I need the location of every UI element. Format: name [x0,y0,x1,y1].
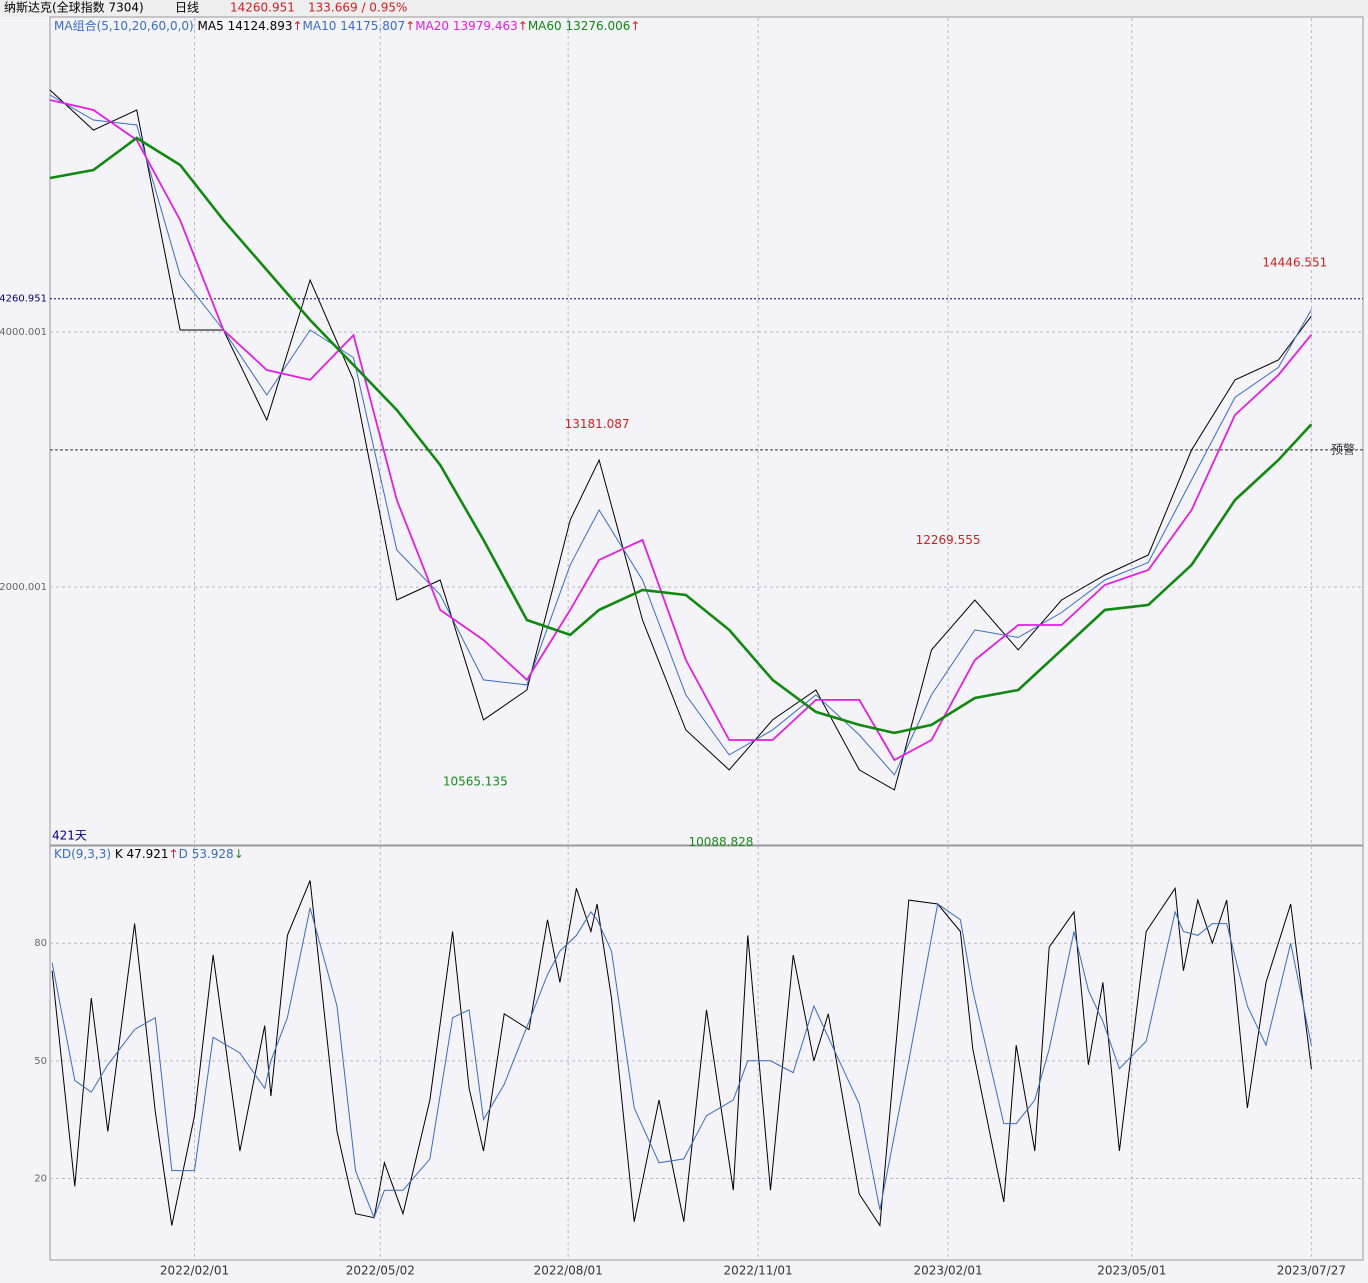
legend-value: 47.921 [127,847,169,861]
extreme-label: 13181.087 [565,417,630,431]
extreme-label: 14446.551 [1262,256,1327,270]
legend-trend: ↑ [169,847,179,861]
x-tick-label: 2023/07/27 [1277,1264,1346,1278]
legend-name: D [179,847,188,861]
symbol-title: 纳斯达克(全球指数 7304) [4,0,144,15]
alert-label: 预警 [1331,441,1355,456]
kd-panel [49,845,1364,1261]
x-tick-label: 2023/05/01 [1097,1264,1166,1278]
period[interactable]: 日线 [175,1,199,15]
series-line [49,89,1312,791]
legend: MA组合(5,10,20,60,0,0) MA5 14124.893↑MA10 … [54,18,640,33]
legend-trend: ↑ [292,19,302,33]
legend-name: MA5 [198,19,224,33]
series-line [49,136,1313,735]
extreme-label: 12269.555 [916,533,981,547]
legend-trend: ↓ [234,847,244,861]
legend-trend: ↑ [518,19,528,33]
y-tick-label: 80 [34,938,47,949]
legend-trend: ↑ [405,19,415,33]
series-line [51,903,1312,1220]
y-tick-label: 20 [34,1173,47,1184]
x-tick-label: 2022/11/01 [724,1264,793,1278]
series-line [51,880,1312,1227]
legend-value: 13276.006 [566,19,631,33]
change: 133.669 / 0.95% [308,1,407,15]
legend-value: 13979.463 [453,19,518,33]
y-tick-label: 50 [34,1056,47,1067]
price: 14260.951 [230,1,295,15]
x-tick-label: 2022/08/01 [534,1264,603,1278]
legend-name: MA20 [415,19,449,33]
legend: KD(9,3,3) K 47.921↑D 53.928↓ [54,847,244,861]
extreme-label: 10088.828 [688,835,753,849]
days-label: 421天 [52,829,87,843]
x-tick-label: 2023/02/01 [913,1264,982,1278]
legend-value: 14124.893 [228,19,293,33]
legend-title: KD(9,3,3) [54,847,111,861]
series-line [49,99,1313,762]
x-tick-label: 2022/02/01 [160,1264,229,1278]
legend-trend: ↑ [630,19,640,33]
series-line [49,94,1312,776]
legend-name: K [115,847,124,861]
header-bar [0,0,1368,17]
legend-title: MA组合(5,10,20,60,0,0) [54,18,194,33]
main-panel [49,16,1364,846]
legend-value: 53.928 [192,847,234,861]
legend-name: MA60 [528,19,562,33]
x-tick-label: 2022/05/02 [346,1264,415,1278]
y-tick-label: 12000.001 [0,582,47,593]
legend-name: MA10 [303,19,337,33]
legend-value: 14175.807 [340,19,405,33]
price-line-label: 14260.951 [0,294,47,305]
extreme-label: 10565.135 [443,774,508,788]
